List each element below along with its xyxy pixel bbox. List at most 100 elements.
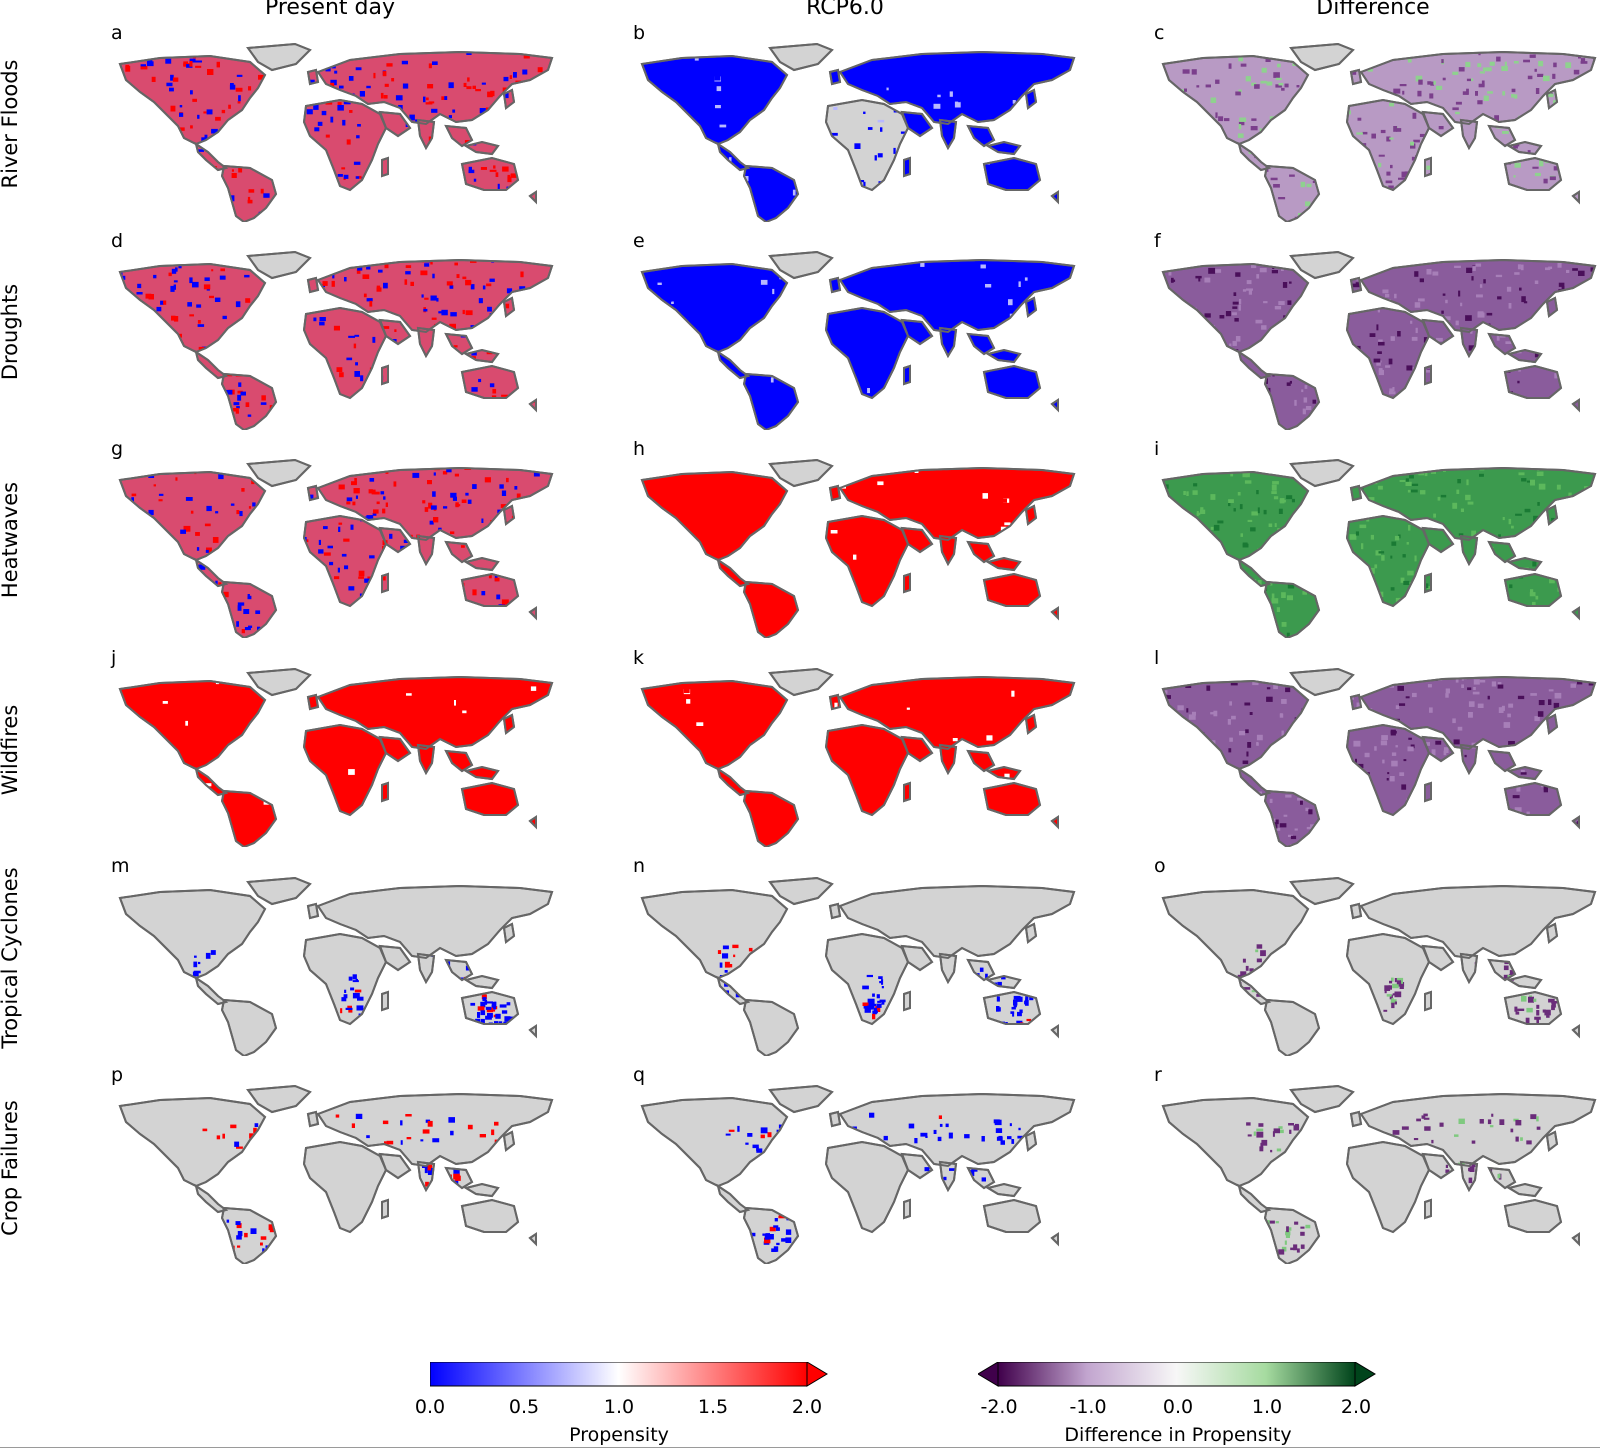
southAmerica-coastline [1263,998,1321,1056]
africa-landmass [1345,1140,1431,1234]
africa-landmass [824,306,910,400]
uk-coastline [1349,68,1363,86]
northAmerica-coastline [118,54,267,146]
map-panel-p [100,1082,558,1264]
world-map [640,458,1076,638]
australia-coastline [1503,990,1563,1025]
panel-letter: k [633,647,645,669]
centralAmerica-coastline [194,975,229,1006]
panel-letter: q [633,1064,646,1086]
greenland-coastline [768,1084,834,1114]
india-coastline [416,326,436,359]
europeAsia-coastline [316,258,554,334]
madagascar-coastline [1424,1198,1432,1220]
panel-letter: i [1154,438,1160,460]
northAmerica-coastline [640,888,789,980]
india-coastline [416,743,436,776]
seAsia-coastline [444,332,474,356]
australia-coastline [460,1198,520,1233]
greenland-coastline [768,876,834,906]
islands-coastline [985,1182,1022,1198]
uk-coastline [306,693,320,711]
madagascar-coastline [381,1198,389,1220]
japan-coastline [1545,296,1559,318]
world-map [640,667,1076,847]
europeAsia-coastline [838,258,1076,334]
row-label-wildfires: Wildfires [0,704,22,796]
southAmerica-coastline [1263,789,1321,847]
greenland-coastline [246,876,312,906]
column-title-difference: Difference [1316,0,1430,20]
panel-letter: p [111,1064,124,1086]
map-panel-k [622,665,1080,847]
northAmerica-landmass [640,262,789,354]
propensity-tick: 0.5 [508,1396,540,1418]
africa-coastline [824,723,910,817]
europeAsia-coastline [1359,1092,1597,1168]
africa-coastline [824,514,910,608]
islands-coastline [1506,140,1543,156]
northAmerica-landmass [640,54,789,146]
seAsia-coastline [1487,540,1517,564]
europeAsia-coastline [316,466,554,542]
greenland-coastline [246,42,312,72]
world-map [118,667,554,847]
uk-coastline [1349,693,1363,711]
islands-coastline [463,556,500,572]
seAsia-coastline [1487,332,1517,356]
uk-coastline [306,276,320,294]
greenland-coastline [1289,458,1355,488]
nz-coastline [1571,1232,1580,1247]
map-panel-m [100,874,558,1056]
india-coastline [1459,952,1479,985]
panel-letter: o [1154,855,1166,877]
southAmerica-coastline [742,789,800,847]
northAmerica-coastline [640,470,789,562]
japan-coastline [1024,922,1038,944]
japan-coastline [1024,88,1038,110]
madagascar-coastline [903,1198,911,1220]
centralAmerica-coastline [716,1183,751,1214]
seAsia-coastline [444,958,474,982]
greenland-coastline [246,1084,312,1114]
map-panel-c [1143,40,1600,222]
india-coastline [416,952,436,985]
greenland-coastline [246,458,312,488]
centralAmerica-coastline [194,141,229,172]
madagascar-coastline [1424,364,1432,386]
northAmerica-landmass [1161,54,1310,146]
arabia-coastline [900,526,934,554]
nz-coastline [528,398,537,413]
arabia-coastline [378,735,412,763]
uk-coastline [306,68,320,86]
india-coastline [938,952,958,985]
arabia-coastline [900,1152,934,1180]
australia-coastline [982,781,1042,816]
india-coastline [416,118,436,151]
africa-coastline [302,98,388,192]
africa-landmass [1345,723,1431,817]
arabia-coastline [378,318,412,346]
uk-coastline [1349,276,1363,294]
nz-coastline [528,190,537,205]
seAsia-coastline [966,124,996,148]
nz-coastline [1571,1024,1580,1039]
japan-coastline [1545,713,1559,735]
centralAmerica-coastline [194,349,229,380]
southAmerica-coastline [742,998,800,1056]
arabia-coastline [1421,735,1455,763]
madagascar-coastline [903,364,911,386]
northAmerica-coastline [640,1096,789,1188]
map-panel-f [1143,248,1600,430]
centralAmerica-coastline [194,1183,229,1214]
centralAmerica-coastline [1237,349,1272,380]
panel-letter: j [111,647,117,669]
madagascar-coastline [903,572,911,594]
madagascar-coastline [381,156,389,178]
greenland-coastline [1289,1084,1355,1114]
southAmerica-coastline [742,164,800,222]
nz-coastline [1050,398,1059,413]
india-coastline [938,326,958,359]
southAmerica-coastline [1263,580,1321,638]
europeAsia-coastline [838,675,1076,751]
